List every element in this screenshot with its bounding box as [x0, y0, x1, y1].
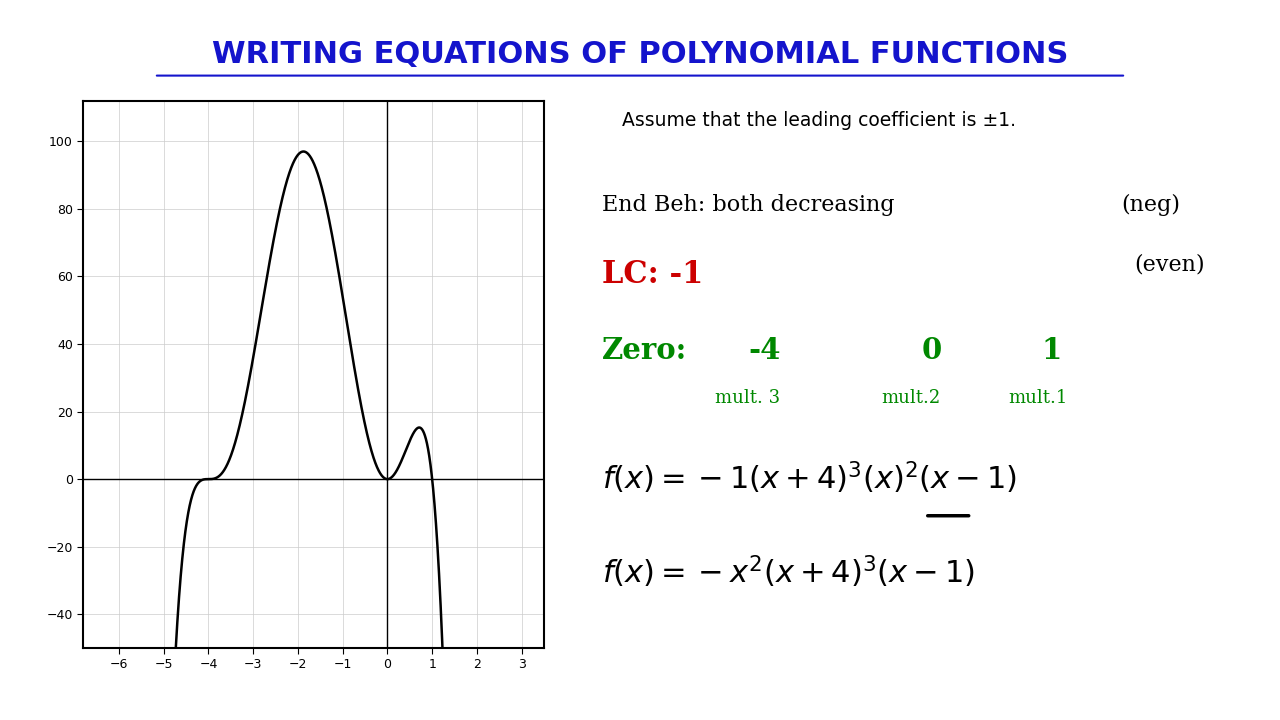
Text: 1: 1: [1042, 336, 1061, 364]
Text: LC: -1: LC: -1: [602, 259, 704, 290]
Text: (even): (even): [1134, 253, 1206, 275]
Text: (neg): (neg): [1121, 194, 1180, 216]
Text: Zero:: Zero:: [602, 336, 687, 364]
Text: mult. 3: mult. 3: [716, 389, 781, 407]
Text: $f(x)=-1(x+4)^3(x)^2(x-1)$: $f(x)=-1(x+4)^3(x)^2(x-1)$: [602, 459, 1018, 496]
Text: mult.2: mult.2: [882, 389, 941, 407]
Text: mult.1: mult.1: [1009, 389, 1068, 407]
Text: -4: -4: [749, 336, 781, 364]
Text: $f(x)=-x^2(x+4)^3(x-1)$: $f(x)=-x^2(x+4)^3(x-1)$: [602, 554, 975, 590]
Text: WRITING EQUATIONS OF POLYNOMIAL FUNCTIONS: WRITING EQUATIONS OF POLYNOMIAL FUNCTION…: [211, 40, 1069, 68]
Text: 0: 0: [922, 336, 942, 364]
Text: Assume that the leading coefficient is ±1.: Assume that the leading coefficient is ±…: [622, 112, 1016, 130]
Text: End Beh: both decreasing: End Beh: both decreasing: [602, 194, 895, 216]
